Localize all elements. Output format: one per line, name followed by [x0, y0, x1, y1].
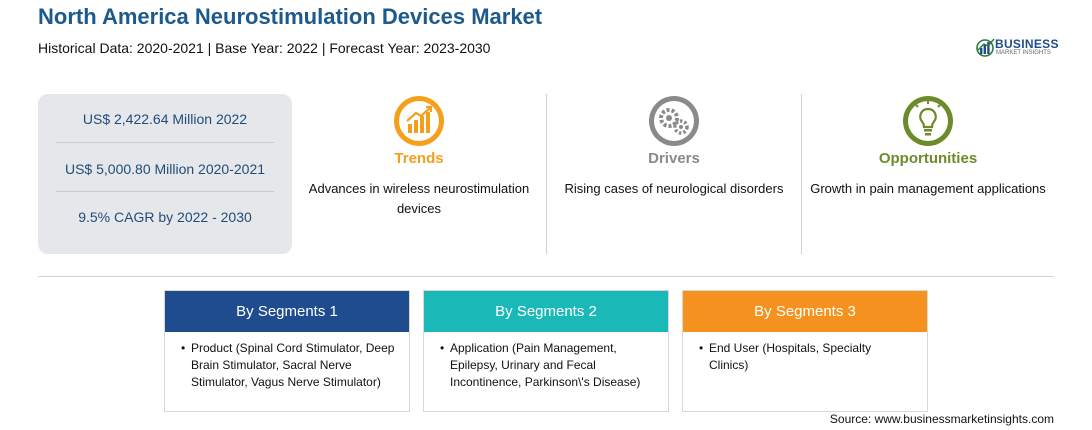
- page-title: North America Neurostimulation Devices M…: [38, 4, 543, 29]
- stat-divider: [56, 191, 274, 192]
- bar-chart-globe-icon: [976, 38, 995, 57]
- bullet-marker: •: [699, 341, 704, 355]
- segment-card-1: By Segments 1 • Product (Spinal Cord Sti…: [164, 290, 410, 412]
- brand-logo: BUSINESS MARKET INSIGHTS: [975, 36, 1065, 60]
- factor-drivers: Drivers Rising cases of neurological dis…: [549, 94, 799, 199]
- section-divider: [38, 276, 1054, 277]
- factor-heading: Drivers: [648, 150, 700, 167]
- lightbulb-icon: [903, 96, 953, 146]
- segment-heading: By Segments 2: [424, 291, 668, 332]
- bullet-marker: •: [181, 341, 186, 355]
- column-divider: [801, 94, 802, 254]
- source-citation: Source: www.businessmarketinsights.com: [829, 412, 1054, 426]
- factor-description: Rising cases of neurological disorders: [564, 181, 784, 196]
- segment-body: • Product (Spinal Cord Stimulator, Deep …: [165, 332, 409, 391]
- segment-card-3: By Segments 3 • End User (Hospitals, Spe…: [682, 290, 928, 412]
- growth-chart-icon: [394, 96, 444, 146]
- segment-item: Product (Spinal Cord Stimulator, Deep Br…: [191, 341, 395, 389]
- segment-item: Application (Pain Management, Epilepsy, …: [450, 341, 641, 389]
- column-divider: [546, 94, 547, 254]
- factor-description: Advances in wireless neurostimulation de…: [308, 181, 530, 216]
- segment-card-2: By Segments 2 • Application (Pain Manage…: [423, 290, 669, 412]
- page-subtitle: Historical Data: 2020-2021 | Base Year: …: [38, 40, 491, 56]
- factor-opportunities: Opportunities Growth in pain management …: [803, 94, 1053, 199]
- stat-market-size-2022: US$ 2,422.64 Million 2022: [82, 111, 248, 127]
- logo-wordmark: BUSINESS: [995, 37, 1059, 51]
- market-stats-panel: US$ 2,422.64 Million 2022 US$ 5,000.80 M…: [38, 94, 292, 254]
- stat-market-size-historical: US$ 5,000.80 Million 2020-2021: [64, 161, 266, 177]
- factor-description: Growth in pain management applications: [810, 181, 1046, 196]
- segment-heading: By Segments 3: [683, 291, 927, 332]
- segment-body: • End User (Hospitals, Specialty Clinics…: [683, 332, 927, 374]
- segment-body: • Application (Pain Management, Epilepsy…: [424, 332, 668, 391]
- stat-cagr: 9.5% CAGR by 2022 - 2030: [78, 209, 252, 225]
- logo-tagline: MARKET INSIGHTS: [996, 50, 1051, 56]
- segment-heading: By Segments 1: [165, 291, 409, 332]
- factor-heading: Opportunities: [878, 150, 978, 167]
- factor-heading: Trends: [394, 150, 444, 167]
- bullet-marker: •: [440, 341, 445, 355]
- segment-item: End User (Hospitals, Specialty Clinics): [709, 341, 872, 372]
- stat-divider: [56, 142, 274, 143]
- gears-icon: [649, 96, 699, 146]
- factor-trends: Trends Advances in wireless neurostimula…: [294, 94, 544, 219]
